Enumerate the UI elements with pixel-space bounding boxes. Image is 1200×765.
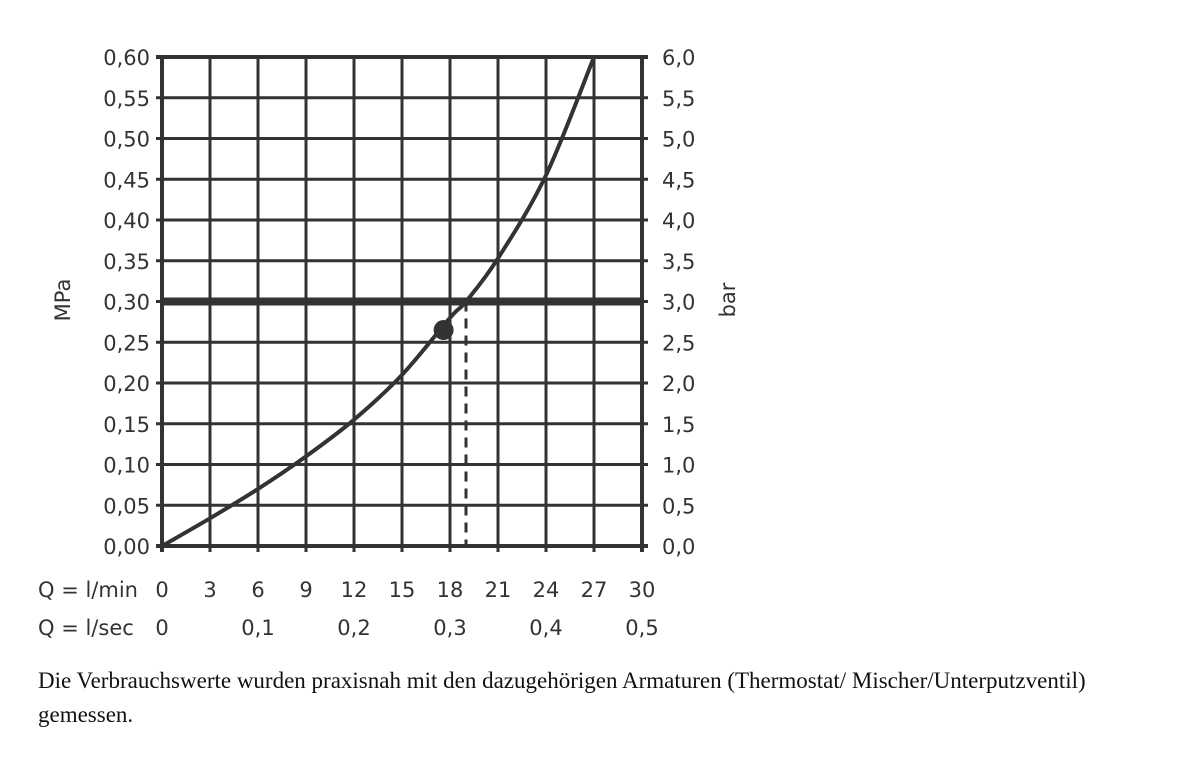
x-tick-lsec: 0 — [155, 616, 168, 640]
y-tick-left: 0,60 — [103, 46, 150, 70]
y-tick-left: 0,45 — [103, 168, 150, 192]
y-tick-left: 0,35 — [103, 250, 150, 274]
x-tick-lmin: 0 — [155, 578, 168, 602]
y-tick-right: 4,0 — [662, 209, 695, 233]
marker-point — [433, 320, 454, 341]
y-tick-right: 5,0 — [662, 128, 695, 152]
y-tick-left: 0,10 — [103, 454, 150, 478]
x-tick-lsec: 0,5 — [625, 616, 658, 640]
y-tick-right: 3,0 — [662, 291, 695, 315]
y-tick-left: 0,05 — [103, 494, 150, 518]
y-tick-right: 2,5 — [662, 331, 695, 355]
y-axis-label-left: MPa — [51, 279, 75, 322]
x-tick-lmin: 12 — [341, 578, 368, 602]
y-tick-right: 0,5 — [662, 494, 695, 518]
x-tick-lmin: 30 — [629, 578, 656, 602]
x-label-lmin: Q = l/min — [38, 578, 138, 602]
y-tick-left: 0,25 — [103, 331, 150, 355]
y-tick-right: 0,0 — [662, 535, 695, 559]
marks — [161, 56, 642, 548]
y-tick-right: 1,0 — [662, 454, 695, 478]
y-tick-left: 0,20 — [103, 372, 150, 396]
y-tick-right: 6,0 — [662, 46, 695, 70]
y-tick-left: 0,50 — [103, 128, 150, 152]
y-tick-left: 0,00 — [103, 535, 150, 559]
caption: Die Verbrauchswerte wurden praxisnah mit… — [38, 668, 1086, 727]
y-tick-left: 0,15 — [103, 413, 150, 437]
y-axis-label-right: bar — [716, 282, 740, 317]
y-tick-right: 1,5 — [662, 413, 695, 437]
series-curve — [161, 56, 596, 548]
x-tick-lmin: 24 — [533, 578, 560, 602]
x-tick-lmin: 27 — [581, 578, 608, 602]
x-tick-lsec: 0,1 — [241, 616, 274, 640]
x-tick-lmin: 15 — [389, 578, 416, 602]
y-tick-left: 0,40 — [103, 209, 150, 233]
x-tick-lmin: 3 — [203, 578, 216, 602]
y-tick-left: 0,30 — [103, 291, 150, 315]
x-tick-lmin: 18 — [437, 578, 464, 602]
x-tick-lsec: 0,3 — [433, 616, 466, 640]
labels: 0,000,050,100,150,200,250,300,350,400,45… — [38, 46, 740, 640]
y-tick-right: 4,5 — [662, 168, 695, 192]
x-label-lsec: Q = l/sec — [38, 616, 134, 640]
x-tick-lmin: 9 — [299, 578, 312, 602]
x-tick-lsec: 0,4 — [529, 616, 562, 640]
x-tick-lsec: 0,2 — [337, 616, 370, 640]
y-tick-left: 0,55 — [103, 87, 150, 111]
y-tick-right: 2,0 — [662, 372, 695, 396]
x-tick-lmin: 6 — [251, 578, 264, 602]
y-tick-right: 5,5 — [662, 87, 695, 111]
x-tick-lmin: 21 — [485, 578, 512, 602]
y-tick-right: 3,5 — [662, 250, 695, 274]
